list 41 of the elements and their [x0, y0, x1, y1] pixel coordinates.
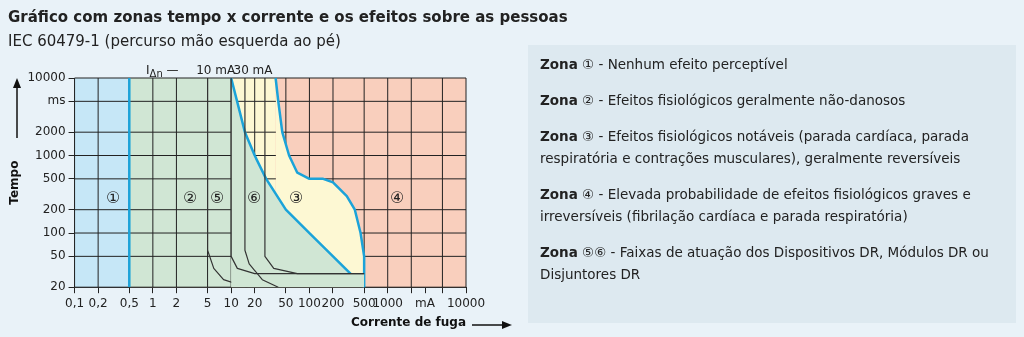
x-tick-label: 5	[203, 295, 212, 310]
annotation: ⑤	[210, 188, 225, 207]
text: Zona ② - Efeitos fisiológicos geralmente não-danosos	[540, 91, 907, 110]
x-tick-label: 20	[247, 295, 263, 310]
x-tick-label: 0,1	[65, 295, 85, 310]
x-axis-title: Corrente de fuga	[351, 314, 466, 329]
x-tick-label: 0,5	[119, 295, 139, 310]
y-tick-label: 20	[50, 279, 66, 294]
text: Zona ① - Nenhum efeito perceptível	[540, 55, 789, 74]
y-tick-label: 50	[50, 248, 66, 263]
x-tick-label: 100	[297, 295, 321, 310]
annotation: ②	[183, 188, 198, 207]
text: Zona ⑤⑥ - Faixas de atuação dos Dispositivos DR, Módulos DR ou Disjuntores DR	[540, 243, 990, 284]
y-tick-label: ms	[47, 93, 66, 108]
x-tick-label: 10000	[446, 295, 486, 310]
y-tick-label: 100	[42, 225, 66, 240]
x-tick-label: 50	[278, 295, 294, 310]
x-tick-label: 10	[223, 295, 239, 310]
x-tick-label: 200	[321, 295, 345, 310]
x-tick-label: 500	[352, 295, 376, 310]
annotation: ⑥	[247, 188, 262, 207]
x-tick-label: mA	[415, 295, 436, 310]
annotation: ④	[390, 188, 405, 207]
y-tick-label: 2000	[35, 124, 66, 139]
y-tick-label: 500	[42, 170, 66, 185]
text: Zona ④ - Elevada probabilidade de efeitos fisiológicos graves e irreversíveis (fibrilação cardíaca e parada respiratória)	[540, 185, 972, 226]
x-tick-label: 0,2	[88, 295, 108, 310]
y-tick-label: 1000	[35, 147, 66, 162]
x-tick-label: 1	[149, 295, 157, 310]
y-axis-title: Tempo	[7, 160, 22, 205]
x-tick-label: 2	[172, 295, 181, 310]
chart-subtitle: IEC 60479-1 (percurso mão esquerda ao pé)	[8, 32, 341, 50]
chart-title: Gráfico com zonas tempo x corrente e os efeitos sobre as pessoas	[8, 8, 568, 26]
annotation: I$_{Δn}$ —	[146, 62, 179, 82]
y-tick-label: 10000	[27, 70, 66, 85]
annotation: ③	[289, 188, 304, 207]
text: Zona ③ - Efeitos fisiológicos notáveis (parada cardíaca, parada respiratória e contrações musculares), geralmente reversíveis	[540, 127, 970, 168]
annotation: 30 mA	[233, 63, 274, 78]
annotation: ①	[106, 188, 121, 207]
y-tick-label: 200	[42, 201, 66, 216]
annotation: 10 mA	[196, 63, 236, 78]
